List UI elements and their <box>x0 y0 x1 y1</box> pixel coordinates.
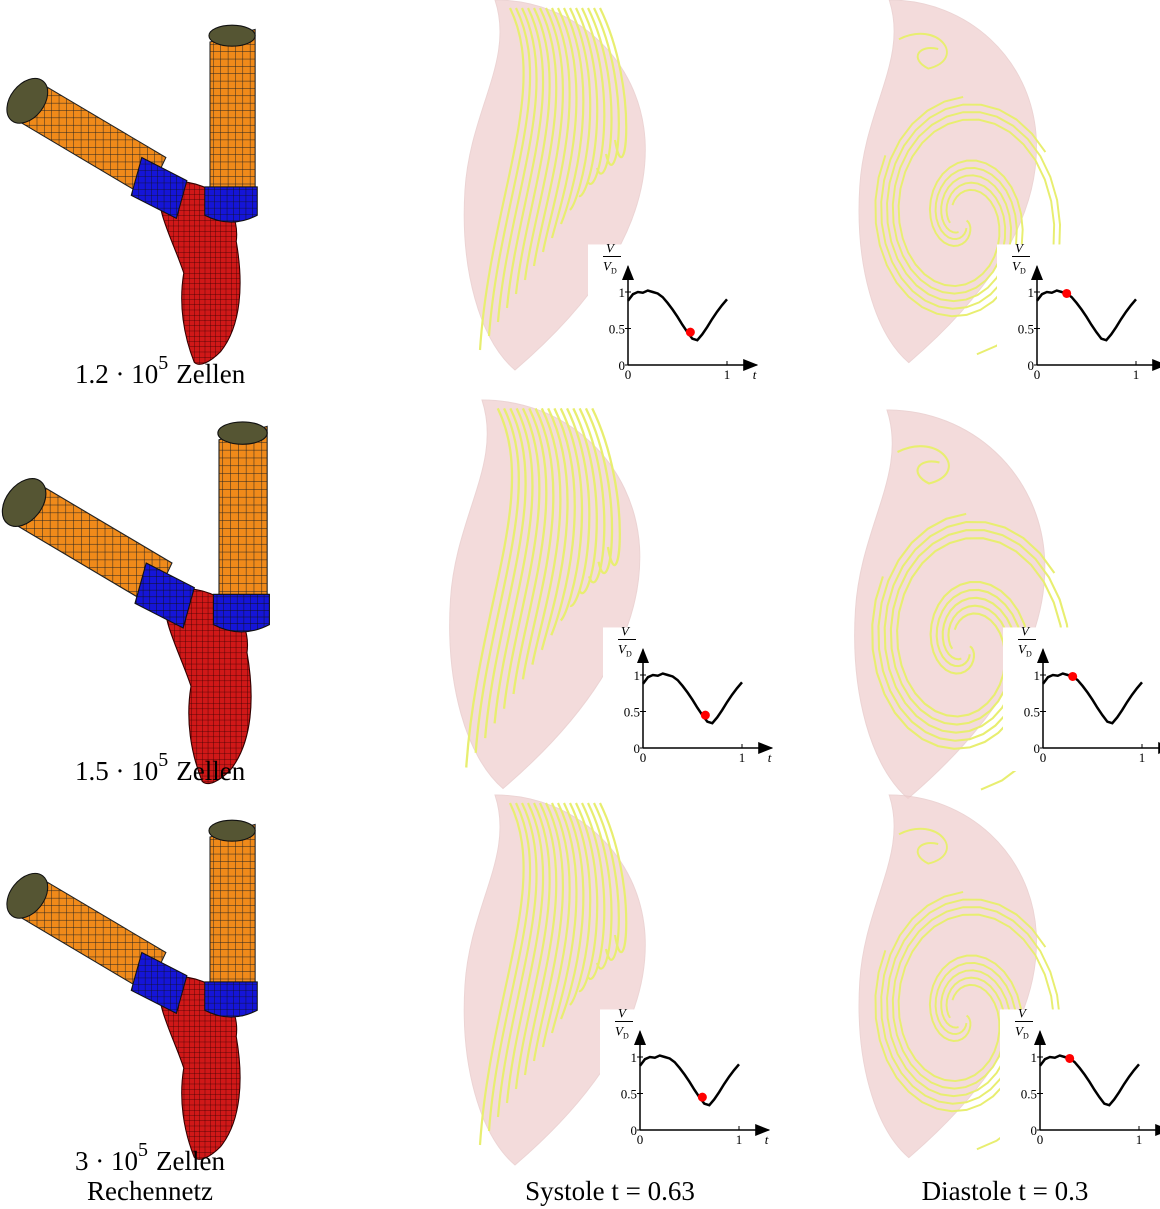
y-tick-label: 1 <box>634 668 641 683</box>
y-tick-label: 1 <box>619 285 626 300</box>
mesh-tube <box>210 824 255 986</box>
mesh-ring <box>131 158 187 219</box>
x-tick-label: 1 <box>724 367 731 382</box>
mesh-ring <box>213 594 269 632</box>
x-axis-label: t <box>768 750 772 765</box>
y-label-den-sub: D <box>1023 1031 1029 1040</box>
mesh-ring <box>131 953 187 1014</box>
row-label: 1.2 · 105 Zellen <box>75 352 246 389</box>
x-tick-label: 0 <box>640 750 647 765</box>
phase-marker <box>1065 1054 1074 1063</box>
row-unit: Zellen <box>176 756 245 786</box>
mesh-tube-end <box>209 820 255 841</box>
row-exponent: 5 <box>158 749 168 771</box>
mesh-ring <box>135 563 194 628</box>
x-tick-label: 1 <box>1139 750 1146 765</box>
phase-marker <box>686 328 695 337</box>
x-tick-label: 0 <box>625 367 632 382</box>
x-tick-label: 0 <box>1037 1132 1044 1147</box>
row-mantissa: 3 · 10 <box>75 1146 138 1176</box>
y-label-den-sub: D <box>1026 649 1032 658</box>
y-tick-label: 1 <box>1031 1050 1038 1065</box>
y-label-den-sub: D <box>623 1031 629 1040</box>
row-mantissa: 1.5 · 10 <box>75 756 158 786</box>
row-mantissa: 1.2 · 10 <box>75 359 158 389</box>
y-label-den-sub: D <box>1020 266 1026 275</box>
mesh-ring <box>205 982 258 1017</box>
column-label: Systole t = 0.63 <box>525 1176 695 1206</box>
y-label-den-sub: D <box>626 649 632 658</box>
x-tick-label: 1 <box>1133 367 1140 382</box>
y-label-den-sub: D <box>611 266 617 275</box>
x-tick-label: 0 <box>637 1132 644 1147</box>
y-tick-label: 1 <box>1028 285 1035 300</box>
x-tick-label: 1 <box>1136 1132 1143 1147</box>
mesh <box>0 25 257 364</box>
column-label: Rechennetz <box>87 1176 213 1206</box>
y-tick-label: 0.5 <box>609 322 625 337</box>
phase-marker <box>701 711 710 720</box>
row-unit: Zellen <box>176 359 245 389</box>
phase-marker <box>698 1093 707 1102</box>
x-tick-label: 1 <box>736 1132 743 1147</box>
y-tick-label: 0.5 <box>1018 322 1034 337</box>
x-tick-label: 0 <box>1034 367 1041 382</box>
column-label: Diastole t = 0.3 <box>922 1176 1089 1206</box>
phase-marker <box>1062 289 1071 298</box>
mesh-tube <box>219 426 267 598</box>
mesh-ring <box>205 187 258 222</box>
row-exponent: 5 <box>138 1139 148 1161</box>
mesh-tube-end <box>209 25 255 46</box>
mesh-tube <box>210 29 255 191</box>
y-tick-label: 0.5 <box>1021 1087 1037 1102</box>
mesh-tube-end <box>218 422 267 444</box>
row-exponent: 5 <box>158 352 168 374</box>
phase-marker <box>1068 672 1077 681</box>
y-tick-label: 0.5 <box>1024 705 1040 720</box>
x-tick-label: 1 <box>739 750 746 765</box>
x-axis-label: t <box>753 367 757 382</box>
x-tick-label: 0 <box>1040 750 1047 765</box>
figure: Rechennetz Systole t = 0.63 Diastole t =… <box>0 0 1160 1209</box>
y-tick-label: 1 <box>1034 668 1041 683</box>
y-tick-label: 0.5 <box>621 1087 637 1102</box>
x-axis-label: t <box>765 1132 769 1147</box>
mesh <box>0 820 257 1159</box>
row-unit: Zellen <box>156 1146 225 1176</box>
y-tick-label: 0.5 <box>624 705 640 720</box>
mesh <box>0 422 269 784</box>
y-tick-label: 1 <box>631 1050 638 1065</box>
